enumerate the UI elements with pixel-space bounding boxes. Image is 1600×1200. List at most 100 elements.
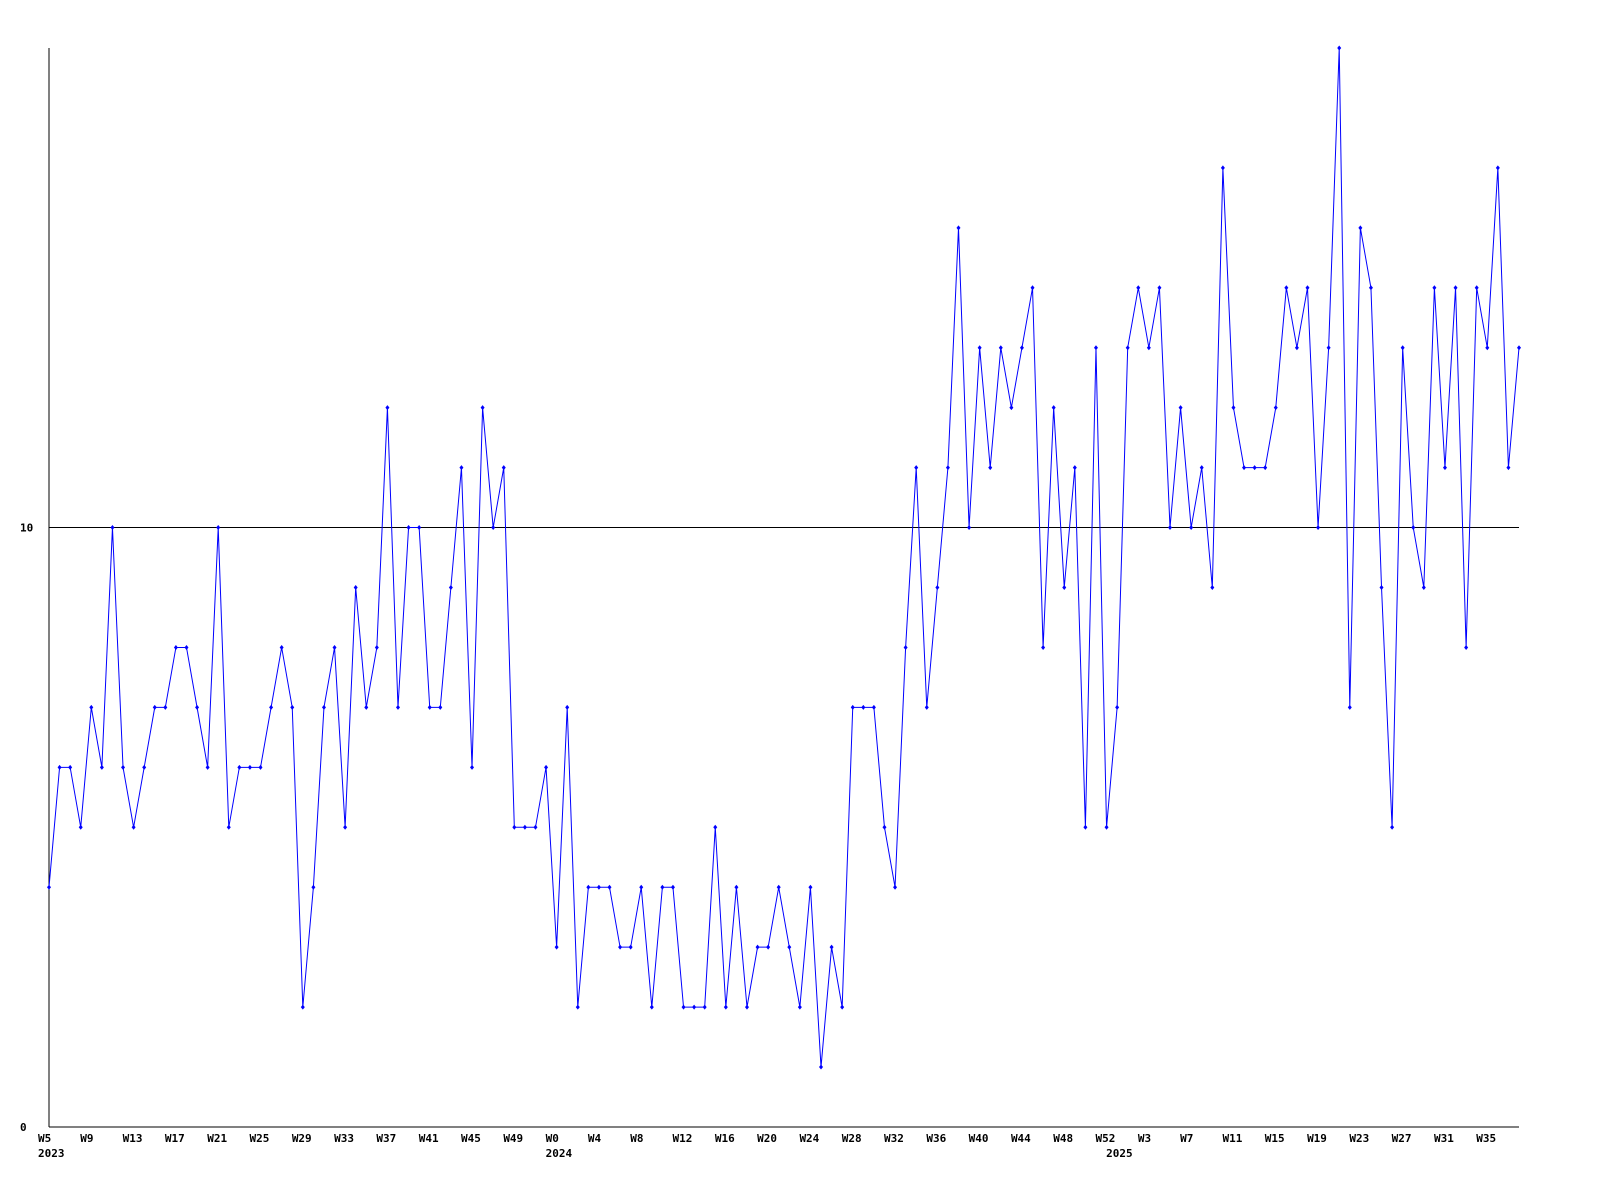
data-point	[977, 345, 982, 351]
data-point	[163, 704, 168, 710]
data-point	[1506, 465, 1511, 471]
x-tick-label: W11	[1222, 1132, 1242, 1145]
data-point	[406, 525, 411, 531]
x-tick-label: W12	[673, 1132, 693, 1145]
x-tick-label: W8	[630, 1132, 643, 1145]
data-point	[47, 884, 51, 890]
data-point	[1517, 345, 1521, 351]
x-tick-label: W45	[461, 1132, 481, 1145]
data-point	[649, 1004, 654, 1010]
x-year-label: 2023	[38, 1147, 65, 1160]
data-point	[1464, 644, 1469, 650]
data-point	[184, 644, 189, 650]
x-tick-label: W33	[334, 1132, 354, 1145]
data-point	[1337, 45, 1342, 51]
data-point	[1093, 345, 1098, 351]
x-tick-label: W23	[1349, 1132, 1369, 1145]
data-point	[967, 525, 972, 531]
data-point	[195, 704, 200, 710]
data-point	[1242, 465, 1247, 471]
data-point	[956, 225, 961, 231]
data-point	[787, 944, 792, 950]
data-point	[131, 824, 136, 830]
x-year-label: 2025	[1106, 1147, 1133, 1160]
data-point	[1411, 525, 1416, 531]
x-tick-label: W0	[546, 1132, 559, 1145]
data-point	[459, 465, 464, 471]
data-point	[628, 944, 633, 950]
data-point	[1083, 824, 1088, 830]
data-point	[237, 764, 242, 770]
data-point	[311, 884, 316, 890]
data-point	[512, 824, 517, 830]
x-tick-label: W3	[1138, 1132, 1151, 1145]
data-point	[89, 704, 94, 710]
data-point	[491, 525, 496, 531]
data-point	[1474, 285, 1479, 291]
data-point	[78, 824, 83, 830]
x-tick-label: W41	[419, 1132, 439, 1145]
data-point	[522, 824, 527, 830]
x-tick-label: W7	[1180, 1132, 1193, 1145]
data-line	[48, 47, 1520, 1068]
data-point	[226, 824, 231, 830]
x-tick-label: W19	[1307, 1132, 1327, 1145]
data-point	[279, 644, 284, 650]
data-point	[1358, 225, 1363, 231]
data-point	[998, 345, 1003, 351]
data-point	[639, 884, 644, 890]
data-point	[205, 764, 210, 770]
data-point	[1368, 285, 1373, 291]
data-point	[924, 704, 929, 710]
data-point	[1421, 585, 1426, 590]
data-point	[1019, 345, 1024, 351]
data-point	[1231, 405, 1236, 411]
data-point	[480, 405, 485, 411]
x-tick-label: W27	[1392, 1132, 1412, 1145]
data-point	[840, 1004, 845, 1010]
data-point	[290, 704, 295, 710]
data-point	[882, 824, 887, 830]
data-point	[1432, 285, 1437, 291]
data-point	[1400, 345, 1405, 351]
x-tick-label: W20	[757, 1132, 777, 1145]
data-point	[501, 465, 506, 471]
data-point	[1220, 165, 1225, 171]
data-point	[1294, 345, 1299, 351]
data-point	[565, 704, 570, 710]
data-point	[1252, 465, 1257, 471]
data-point	[744, 1004, 749, 1010]
x-tick-label: W15	[1265, 1132, 1285, 1145]
data-point	[533, 824, 538, 830]
data-point	[808, 884, 813, 890]
data-point	[99, 764, 104, 770]
data-point	[1009, 405, 1014, 411]
data-point	[1072, 465, 1077, 471]
data-point	[110, 525, 115, 531]
data-point	[1390, 824, 1395, 830]
data-point	[554, 944, 559, 950]
data-point	[332, 644, 337, 650]
x-tick-label: W17	[165, 1132, 185, 1145]
x-tick-label: W29	[292, 1132, 312, 1145]
data-point	[1316, 525, 1321, 531]
data-point	[861, 704, 866, 710]
data-point	[797, 1004, 802, 1010]
data-point	[755, 944, 760, 950]
data-point	[1104, 824, 1109, 830]
data-point	[1284, 285, 1289, 291]
data-point	[438, 704, 443, 710]
data-point	[1495, 165, 1500, 171]
data-point	[1199, 465, 1204, 471]
data-point	[850, 704, 855, 710]
data-point	[216, 525, 221, 531]
data-point	[364, 704, 369, 710]
data-point	[1157, 285, 1162, 291]
data-point	[1453, 285, 1458, 291]
data-point	[692, 1004, 697, 1010]
x-tick-label: W24	[799, 1132, 819, 1145]
data-point	[596, 884, 601, 890]
data-point	[1041, 644, 1046, 650]
data-point	[935, 585, 940, 590]
